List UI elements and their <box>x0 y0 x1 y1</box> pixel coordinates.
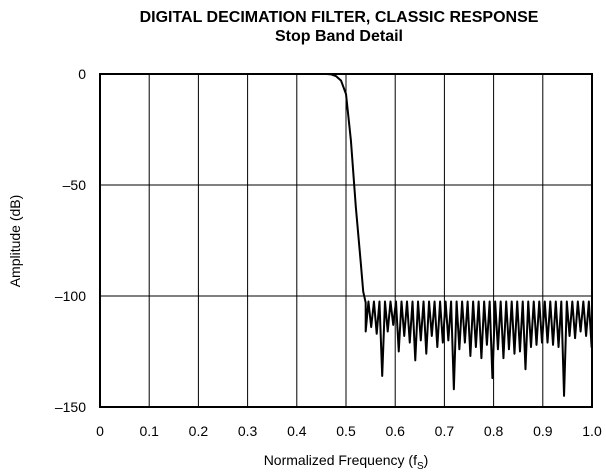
x-tick-label: 0.5 <box>336 423 356 439</box>
chart-subtitle: Stop Band Detail <box>275 28 403 45</box>
x-tick-labels: 0 0.1 0.2 0.3 0.4 0.5 0.6 0.7 0.8 0.9 1.0 <box>96 423 602 439</box>
y-tick-label: –50 <box>63 177 87 193</box>
x-axis-label-main: Normalized Frequency (f <box>264 452 417 468</box>
x-tick-label: 0.9 <box>533 423 553 439</box>
y-tick-label: –100 <box>55 288 86 304</box>
x-tick-label: 1.0 <box>582 423 602 439</box>
x-tick-label: 0.1 <box>139 423 159 439</box>
y-axis-label: Amplitude (dB) <box>7 195 23 288</box>
x-axis-label-close: ) <box>424 452 429 468</box>
y-tick-label: 0 <box>78 66 86 82</box>
x-tick-label: 0.2 <box>189 423 209 439</box>
x-tick-label: 0 <box>96 423 104 439</box>
x-tick-label: 0.3 <box>238 423 258 439</box>
y-tick-label: –150 <box>55 399 86 415</box>
x-tick-label: 0.4 <box>287 423 307 439</box>
grid <box>99 73 593 408</box>
chart-title: DIGITAL DECIMATION FILTER, CLASSIC RESPO… <box>140 9 539 26</box>
series-line-response <box>100 73 593 397</box>
y-tick-labels: 0 –50 –100 –150 <box>55 66 86 415</box>
x-axis-label: Normalized Frequency (fS) <box>264 452 429 472</box>
plot-frame <box>99 73 593 408</box>
x-tick-label: 0.6 <box>385 423 405 439</box>
x-tick-label: 0.8 <box>484 423 504 439</box>
x-axis-label-subscript: S <box>417 461 424 472</box>
x-tick-label: 0.7 <box>435 423 455 439</box>
